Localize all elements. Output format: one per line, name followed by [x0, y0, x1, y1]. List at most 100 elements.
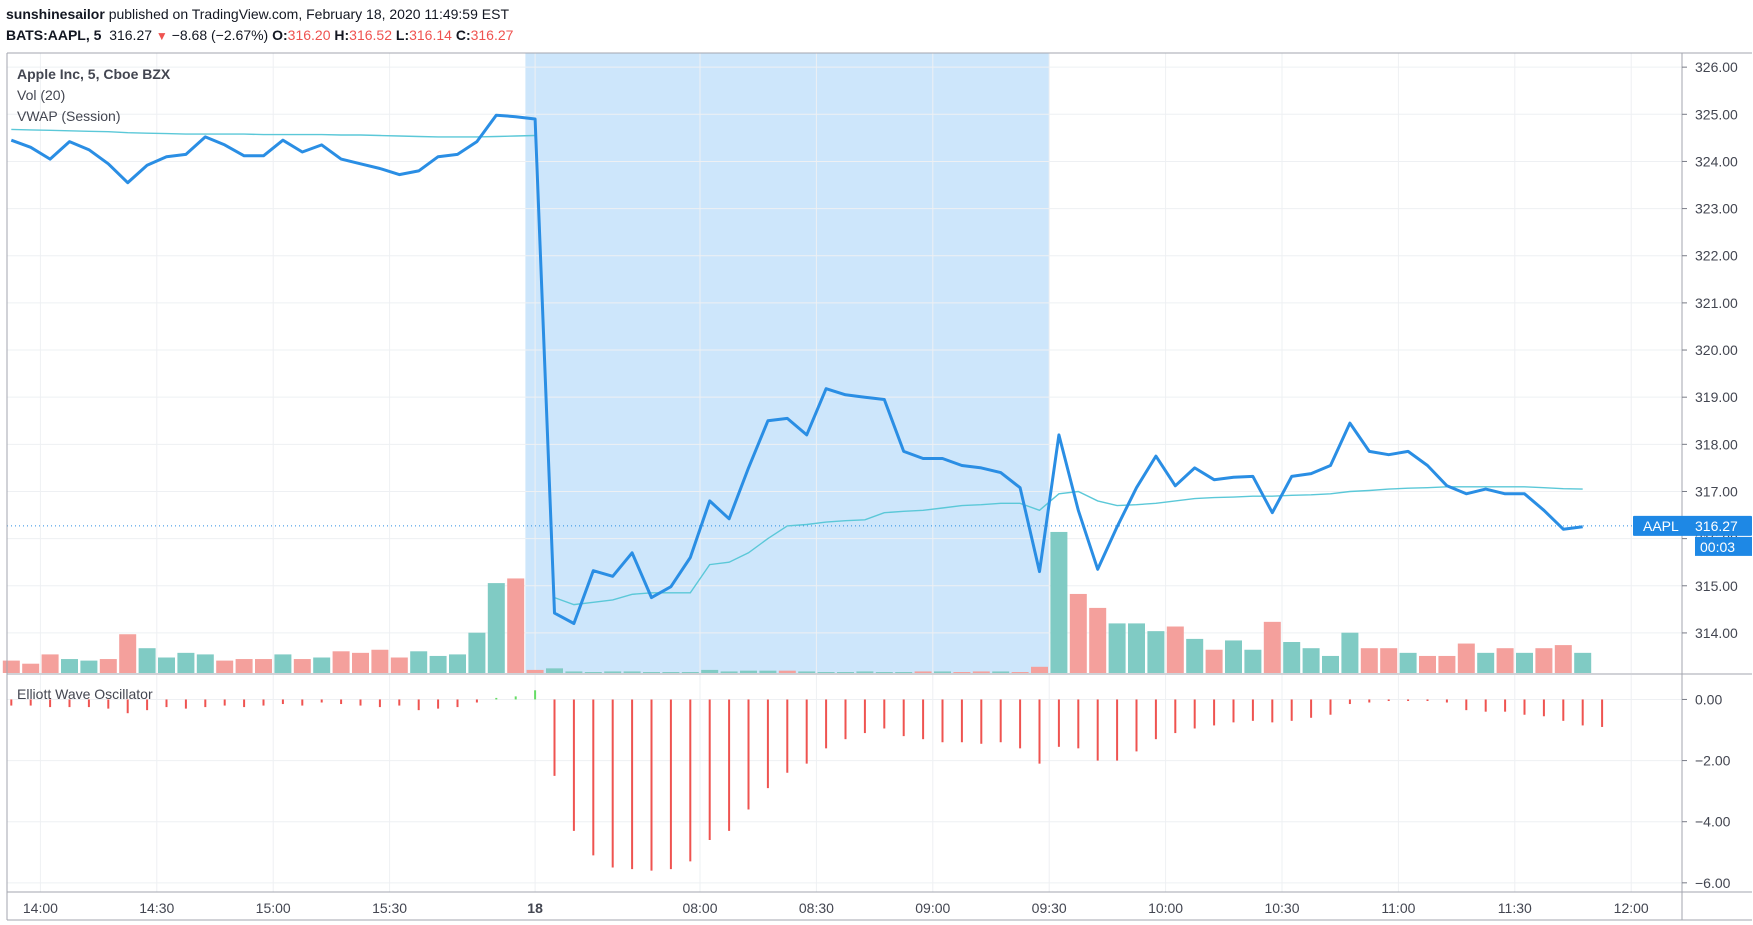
volume-bar[interactable] [1089, 607, 1107, 673]
volume-bar[interactable] [1108, 623, 1126, 673]
volume-bar[interactable] [1477, 652, 1495, 673]
volume-bar[interactable] [313, 657, 331, 674]
volume-bar[interactable] [429, 655, 447, 673]
price-tag-value: 316.27 [1695, 518, 1738, 534]
down-arrow-icon: ▼ [155, 29, 168, 43]
volume-bar[interactable] [953, 672, 971, 673]
volume-bar[interactable] [1360, 648, 1378, 673]
volume-bar[interactable] [1496, 648, 1514, 673]
volume-bar[interactable] [895, 672, 913, 673]
volume-bar[interactable] [177, 652, 195, 673]
volume-bar[interactable] [701, 669, 719, 673]
volume-bar[interactable] [449, 654, 466, 673]
vwap-line[interactable] [554, 486, 1583, 606]
volume-bar[interactable] [720, 671, 738, 673]
legend-vwap[interactable]: VWAP (Session) [17, 108, 120, 124]
volume-bar[interactable] [1244, 649, 1262, 673]
volume-bar[interactable] [1457, 643, 1475, 673]
time-axis-label: 11:00 [1381, 900, 1415, 916]
volume-bar[interactable] [1225, 640, 1242, 673]
volume-bar[interactable] [80, 660, 98, 673]
volume-bar[interactable] [274, 654, 292, 673]
volume-bar[interactable] [1205, 649, 1223, 673]
volume-bar[interactable] [681, 672, 699, 673]
volume-bar[interactable] [390, 657, 408, 674]
volume-bar[interactable] [1166, 626, 1184, 674]
volume-bar[interactable] [662, 672, 680, 673]
volume-bar[interactable] [565, 671, 583, 673]
volume-bar[interactable] [1516, 652, 1533, 673]
low-label: L: [395, 27, 410, 43]
volume-bar[interactable] [99, 659, 117, 673]
symbol-info-bar: BATS:AAPL, 5 316.27 ▼ −8.68 (−2.67%) O:3… [6, 27, 513, 43]
volume-bar[interactable] [1554, 645, 1572, 673]
volume-bar[interactable] [1031, 666, 1048, 673]
volume-bar[interactable] [1263, 621, 1281, 673]
price-line[interactable] [10, 113, 1583, 625]
volume-bar[interactable] [293, 659, 311, 673]
volume-bar[interactable] [352, 652, 369, 673]
volume-bar[interactable] [856, 671, 874, 673]
volume-bar[interactable] [759, 670, 777, 673]
volume-bar[interactable] [914, 671, 932, 673]
vwap-line[interactable] [11, 128, 536, 138]
volume-bar[interactable] [778, 670, 796, 673]
volume-bar[interactable] [371, 649, 389, 673]
volume-bar[interactable] [22, 663, 40, 673]
volume-bar[interactable] [332, 651, 350, 673]
volume-bar[interactable] [604, 671, 622, 673]
volume-bar[interactable] [1535, 648, 1553, 673]
volume-bar[interactable] [410, 651, 428, 673]
legend-symbol[interactable]: Apple Inc, 5, Cboe BZX [17, 66, 171, 82]
volume-bar[interactable] [507, 578, 525, 673]
volume-bar[interactable] [2, 660, 20, 673]
volume-bar[interactable] [1011, 672, 1029, 673]
volume-bar[interactable] [196, 654, 214, 673]
volume-bar[interactable] [1380, 648, 1398, 673]
volume-bar[interactable] [1283, 642, 1301, 673]
price-tag[interactable] [1633, 515, 1752, 536]
volume-bar[interactable] [255, 659, 272, 673]
volume-bar[interactable] [1574, 652, 1592, 673]
volume-bar[interactable] [526, 669, 544, 673]
volume-bar[interactable] [158, 657, 175, 674]
volume-bar[interactable] [1322, 655, 1339, 673]
volume-bar[interactable] [643, 672, 660, 673]
volume-bar[interactable] [41, 654, 59, 673]
volume-bar[interactable] [1419, 655, 1436, 673]
volume-bar[interactable] [740, 670, 757, 673]
volume-bar[interactable] [138, 648, 156, 673]
volume-bar[interactable] [119, 634, 137, 673]
volume-bar[interactable] [61, 659, 78, 673]
volume-bar[interactable] [1069, 593, 1087, 673]
price-change: −8.68 (−2.67%) [171, 27, 269, 43]
volume-bar[interactable] [817, 672, 835, 673]
volume-bar[interactable] [584, 672, 602, 673]
price-tag-symbol: AAPL [1643, 518, 1679, 534]
volume-bar[interactable] [1341, 632, 1359, 673]
volume-bar[interactable] [875, 672, 893, 673]
volume-bar[interactable] [837, 672, 854, 673]
volume-bar[interactable] [1438, 655, 1456, 673]
volume-bar[interactable] [798, 671, 816, 673]
volume-bar[interactable] [623, 671, 641, 673]
volume-bar[interactable] [1147, 631, 1165, 673]
volume-bar[interactable] [1186, 638, 1204, 673]
author-name[interactable]: sunshinesailor [6, 6, 105, 22]
volume-bar[interactable] [487, 583, 505, 673]
volume-bar[interactable] [216, 660, 234, 673]
volume-bar[interactable] [1128, 623, 1145, 673]
volume-bar[interactable] [546, 668, 563, 673]
published-text: published on TradingView.com, February 1… [108, 6, 509, 22]
volume-bar[interactable] [972, 671, 990, 673]
legend-oscillator[interactable]: Elliott Wave Oscillator [17, 686, 153, 702]
volume-bar[interactable] [992, 671, 1010, 673]
volume-bar[interactable] [934, 671, 951, 673]
volume-bar[interactable] [1399, 652, 1417, 673]
volume-bar[interactable] [1050, 531, 1068, 673]
volume-bar[interactable] [1302, 648, 1320, 673]
volume-bar[interactable] [235, 659, 253, 673]
volume-bar[interactable] [468, 632, 486, 673]
legend-volume[interactable]: Vol (20) [17, 87, 65, 103]
